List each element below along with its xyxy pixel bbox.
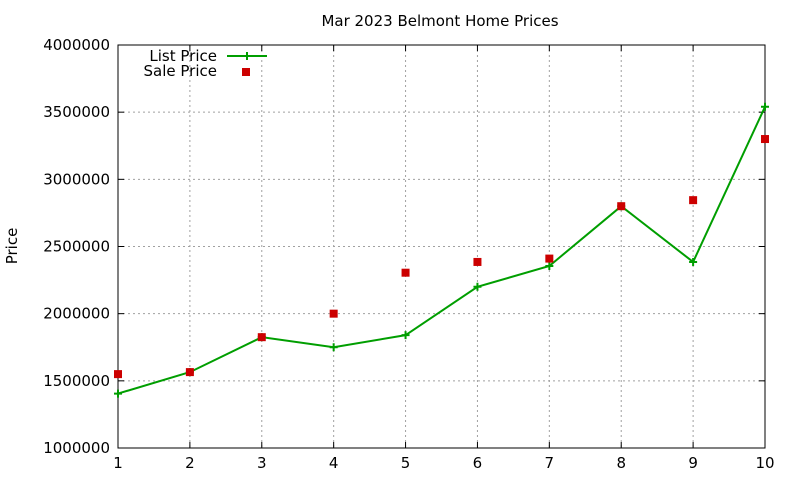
x-tick-label: 7 [545, 454, 555, 472]
x-tick-label: 9 [688, 454, 698, 472]
plot-frame [117, 44, 766, 449]
y-tick-label: 4000000 [43, 36, 110, 54]
y-tick-label: 1000000 [43, 439, 110, 457]
x-tick-label: 6 [473, 454, 483, 472]
sale-price-point [329, 309, 338, 318]
sale-price-point [689, 196, 698, 205]
list-price-point [329, 343, 338, 352]
x-tick-label: 1 [113, 454, 123, 472]
list-price-point [689, 257, 698, 266]
list-price-point [545, 261, 554, 270]
chart-title: Mar 2023 Belmont Home Prices [321, 12, 558, 30]
legend-marker-list-price [243, 52, 251, 60]
x-tick-label: 5 [401, 454, 411, 472]
y-tick-label: 2500000 [43, 238, 110, 256]
sale-price-point [545, 254, 554, 263]
x-tick-label: 2 [185, 454, 195, 472]
list-price-point [761, 102, 769, 111]
grid-layer [118, 45, 765, 448]
ticks-layer: 1000000 1500000 2000000 2500000 3000000 35000… [43, 36, 774, 472]
x-tick-label: 3 [257, 454, 267, 472]
y-tick-label: 2000000 [43, 305, 110, 323]
list-price-point [473, 282, 482, 291]
series-layer [114, 102, 769, 398]
list-price-point [401, 331, 410, 340]
sale-price-point [114, 370, 122, 379]
legend: List Price Sale Price [144, 47, 267, 80]
sale-price-point [617, 202, 626, 211]
x-tick-label: 10 [755, 454, 774, 472]
sale-price-point [185, 368, 194, 377]
legend-label-list-price: List Price [149, 47, 217, 65]
y-tick-label: 1500000 [43, 372, 110, 390]
list-price-point [114, 389, 122, 398]
x-tick-label: 8 [616, 454, 626, 472]
list-price-line [117, 106, 766, 395]
sale-price-point [401, 268, 410, 277]
y-tick-label: 3500000 [43, 103, 110, 121]
x-tick-label: 4 [329, 454, 339, 472]
legend-label-sale-price: Sale Price [144, 62, 217, 80]
sale-price-point [257, 333, 266, 342]
sale-price-point [761, 135, 769, 144]
sale-price-point [473, 257, 482, 266]
y-tick-label: 3000000 [43, 170, 110, 188]
y-axis-label: Price [3, 228, 21, 265]
legend-marker-sale-price [242, 68, 250, 76]
